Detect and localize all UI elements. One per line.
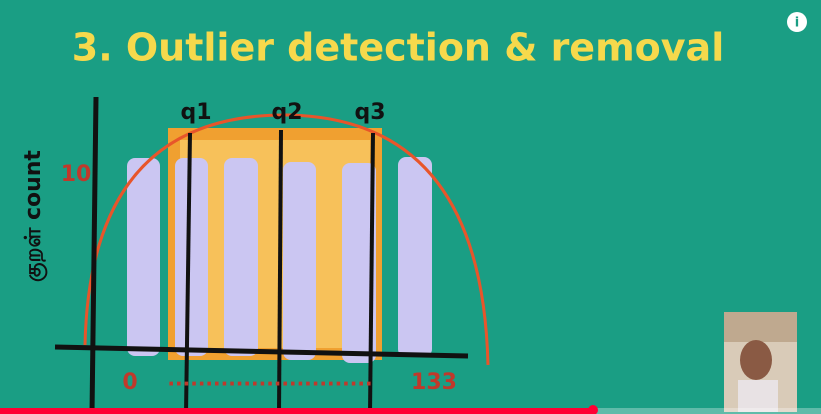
- q1-line: [184, 132, 192, 414]
- info-circle[interactable]: [787, 12, 807, 32]
- bar: [342, 163, 376, 363]
- bar: [127, 158, 160, 356]
- webcam-shirt: [738, 380, 778, 412]
- progress-scrubber[interactable]: [588, 405, 598, 414]
- bar: [398, 157, 432, 357]
- q1-label: q1: [180, 100, 211, 125]
- bar: [224, 158, 258, 356]
- bell-curve: [83, 113, 490, 366]
- q2-label: q2: [271, 100, 302, 125]
- x-range-end: 133: [411, 370, 457, 395]
- q3-label: q3: [354, 100, 385, 125]
- q2-line: [277, 129, 283, 414]
- webcam-wall: [724, 312, 797, 342]
- y-axis: [89, 96, 99, 414]
- slide-title: 3. Outlier detection & removal: [72, 26, 724, 70]
- webcam-person: [740, 340, 772, 380]
- webcam-overlay: [724, 312, 797, 412]
- y-axis-label: குறள் count: [21, 150, 48, 282]
- x-range-dots: ...........................: [167, 367, 372, 391]
- histogram-bars: [127, 157, 432, 363]
- progress-played[interactable]: [0, 408, 593, 414]
- x-axis: [54, 344, 469, 359]
- poster-inner: [180, 140, 370, 348]
- x-range-start: 0: [122, 370, 137, 395]
- y-value-label: 10: [61, 162, 92, 187]
- bar: [283, 162, 316, 360]
- info-button[interactable]: i: [787, 12, 807, 32]
- info-icon[interactable]: i: [795, 16, 799, 31]
- bar: [175, 158, 208, 356]
- q3-line: [368, 132, 375, 414]
